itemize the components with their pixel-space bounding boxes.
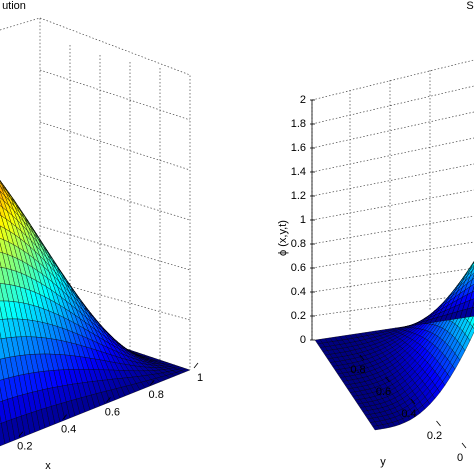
y-tick bbox=[359, 354, 365, 361]
left-title: ution bbox=[2, 0, 26, 12]
x-tick bbox=[18, 431, 24, 438]
y-tick bbox=[461, 442, 467, 449]
z-tick-label: 1 bbox=[300, 214, 306, 226]
y-tick bbox=[410, 398, 416, 405]
right-title: S bbox=[466, 0, 473, 12]
z-tick-label: 0.2 bbox=[291, 310, 306, 322]
y-tick-label: 0.6 bbox=[376, 386, 391, 398]
x-tick bbox=[149, 379, 155, 386]
y-axis-label: y bbox=[380, 456, 386, 468]
surface-patch bbox=[469, 262, 474, 271]
surface-patch bbox=[180, 368, 191, 373]
z-tick-label: 0 bbox=[300, 334, 306, 346]
surface-patch bbox=[469, 268, 474, 277]
z-tick-label: 1.6 bbox=[291, 142, 306, 154]
z-axis-label: ϕ (x,y,t) bbox=[277, 220, 289, 256]
x-axis-label: x bbox=[45, 460, 51, 472]
y-tick-label: 0.2 bbox=[427, 430, 442, 442]
y-tick bbox=[385, 376, 390, 383]
surfaces bbox=[0, 180, 474, 447]
x-tick-label: 0.8 bbox=[149, 389, 164, 401]
x-tick bbox=[193, 362, 199, 369]
z-tick-label: 1.4 bbox=[291, 166, 306, 178]
z-tick-label: 0.8 bbox=[291, 238, 306, 250]
x-tick-label: 0.4 bbox=[61, 424, 76, 436]
y-tick-label: 0.8 bbox=[350, 364, 365, 376]
surface-patch bbox=[469, 314, 474, 327]
y-tick-label: 0.4 bbox=[401, 408, 416, 420]
z-tick-label: 2 bbox=[300, 94, 306, 106]
surface-patch bbox=[469, 277, 474, 288]
x-tick-label: 0.6 bbox=[105, 406, 120, 418]
surface-patch bbox=[469, 306, 474, 318]
x-tick bbox=[62, 414, 67, 420]
left-grid bbox=[0, 17, 191, 370]
z-tick-label: 0.4 bbox=[291, 286, 306, 298]
y-tick bbox=[436, 420, 441, 427]
z-tick-label: 1.8 bbox=[291, 118, 306, 130]
x-tick-label: 1 bbox=[197, 372, 203, 384]
z-tick-label: 0.6 bbox=[291, 262, 306, 274]
z-tick-label: 1.2 bbox=[291, 190, 306, 202]
x-tick-label: 0.2 bbox=[17, 441, 32, 453]
surface-patch bbox=[469, 290, 474, 301]
x-tick bbox=[106, 397, 111, 403]
y-tick-label: 0 bbox=[457, 452, 463, 464]
